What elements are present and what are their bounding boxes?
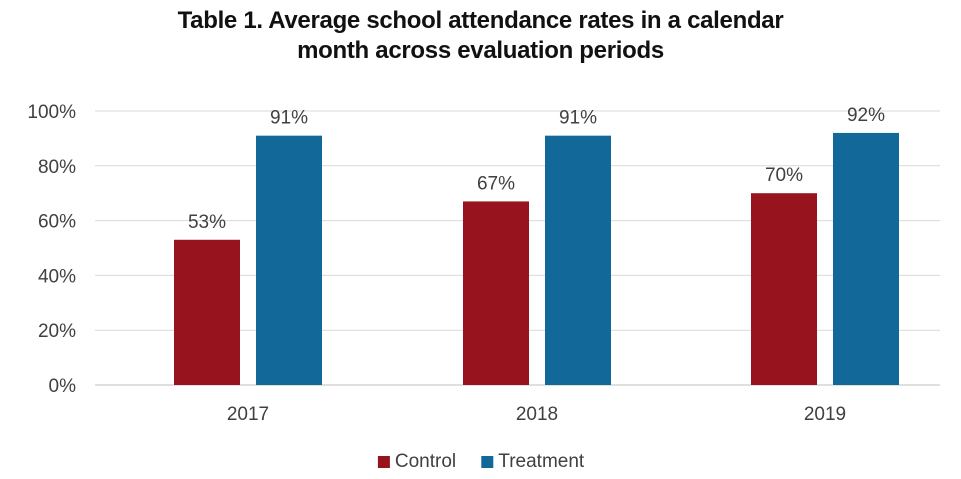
x-tick-label: 2017	[227, 404, 269, 425]
bar-treatment-2017	[256, 135, 322, 385]
x-tick-label: 2018	[516, 404, 558, 425]
y-tick-label: 20%	[38, 321, 76, 342]
y-tick-label: 40%	[38, 266, 76, 287]
data-label-control-2017: 53%	[188, 212, 226, 233]
legend-item-treatment: Treatment	[481, 451, 585, 472]
data-label-treatment-2017: 91%	[270, 108, 308, 129]
chart-title-line-1: Table 1. Average school attendance rates…	[177, 7, 784, 34]
y-tick-label: 80%	[38, 157, 76, 178]
y-tick-label: 0%	[49, 376, 77, 397]
bar-treatment-2019	[833, 132, 899, 385]
bars: 53% 91% 67% 91% 70% 92%	[174, 105, 899, 385]
chart-title: Table 1. Average school attendance rates…	[0, 6, 961, 66]
bar-control-2018	[463, 201, 529, 385]
bar-control-2017	[174, 239, 240, 385]
y-axis: 0% 20% 40% 60% 80% 100%	[27, 102, 76, 397]
data-label-control-2018: 67%	[477, 173, 515, 194]
bar-treatment-2018	[545, 135, 611, 385]
legend-label: Treatment	[498, 451, 585, 472]
x-axis: 2017 2018 2019	[227, 404, 846, 425]
data-label-control-2019: 70%	[765, 165, 803, 186]
legend-label: Control	[395, 451, 456, 472]
legend-item-control: Control	[377, 451, 456, 472]
legend-swatch	[377, 456, 390, 468]
data-label-treatment-2018: 91%	[559, 108, 597, 129]
chart-title-line-2: month across evaluation periods	[297, 37, 664, 64]
bar-control-2019	[751, 193, 817, 385]
x-tick-label: 2019	[804, 404, 846, 425]
legend-swatch	[481, 456, 494, 468]
y-tick-label: 100%	[27, 102, 76, 123]
y-tick-label: 60%	[38, 212, 76, 233]
data-label-treatment-2019: 92%	[847, 105, 885, 126]
legend: Control Treatment	[377, 451, 585, 472]
